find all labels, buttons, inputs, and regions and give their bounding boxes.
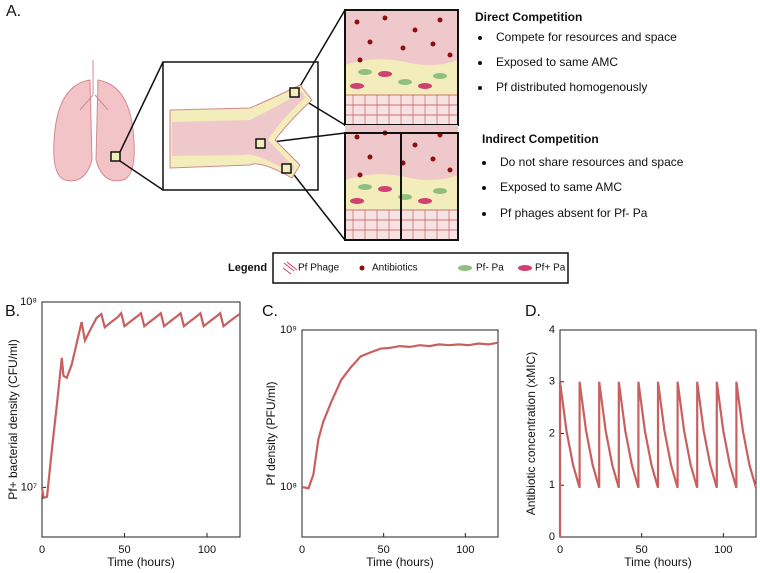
- zoom-lines: [119, 9, 346, 241]
- bullet-text: Pf phages absent for Pf- Pa: [500, 206, 648, 220]
- panel-label: A.: [6, 3, 21, 20]
- x-axis-label: Time (hours): [107, 555, 175, 569]
- legend-title: Legend: [228, 262, 267, 274]
- bullet-text: Compete for resources and space: [496, 30, 677, 44]
- y-tick-label: 0: [549, 531, 555, 543]
- lungs-drawing: [53, 60, 135, 182]
- plot-frame: [41, 301, 241, 538]
- bullet-dot: [482, 212, 486, 216]
- y-tick-label: 4: [549, 324, 555, 336]
- y-tick-label: 10⁸: [20, 296, 37, 308]
- x-tick-label: 0: [299, 544, 305, 556]
- indirect-title: Indirect Competition: [482, 132, 599, 146]
- bullet-dot: [482, 161, 486, 165]
- panel-label: B.: [5, 303, 20, 320]
- x-tick-label: 100: [714, 544, 732, 556]
- bullet-text: Pf distributed homogenously: [496, 80, 647, 94]
- legend-label: Pf+ Pa: [535, 263, 566, 274]
- bullet-text: Exposed to same AMC: [500, 180, 622, 194]
- x-axis-label: Time (hours): [624, 555, 692, 569]
- x-tick-label: 50: [636, 544, 648, 556]
- legend-icons: [282, 261, 532, 275]
- inset-direct: [344, 9, 459, 126]
- y-tick-label: 10⁷: [21, 481, 37, 493]
- data-line: [558, 381, 758, 537]
- x-tick-label: 50: [378, 544, 390, 556]
- x-tick-label: 0: [557, 544, 563, 556]
- x-tick-label: 100: [456, 544, 474, 556]
- panel-label: C.: [262, 303, 278, 320]
- x-tick-label: 0: [39, 544, 45, 556]
- y-axis-label: Pf+ bacterial density (CFU/ml): [6, 339, 20, 499]
- airway-drawing: [169, 84, 313, 179]
- bullet-dot: [478, 36, 482, 40]
- bullet-dot: [482, 186, 486, 190]
- bullet-text: Do not share resources and space: [500, 155, 684, 169]
- inset-indirect: [344, 124, 459, 241]
- y-tick-label: 3: [549, 376, 555, 388]
- plot-frame: [301, 329, 499, 538]
- legend-label: Pf- Pa: [476, 263, 504, 274]
- y-tick-label: 1: [549, 479, 555, 491]
- bullet-dot: [478, 86, 482, 90]
- legend-label: Pf Phage: [298, 263, 340, 274]
- data-line: [40, 310, 241, 500]
- panel-label: D.: [525, 303, 541, 320]
- y-axis-label: Antibiotic concentration (xMIC): [524, 352, 538, 515]
- y-tick-label: 10⁹: [280, 324, 297, 336]
- x-axis-label: Time (hours): [366, 555, 434, 569]
- x-tick-label: 50: [118, 544, 130, 556]
- legend-box: [272, 252, 569, 284]
- y-axis-label: Pf density (PFU/ml): [264, 381, 278, 485]
- y-tick-label: 2: [549, 427, 555, 439]
- bullet-text: Exposed to same AMC: [496, 55, 618, 69]
- y-tick-label: 10⁸: [280, 481, 297, 493]
- direct-title: Direct Competition: [475, 10, 582, 24]
- bullet-dot: [478, 61, 482, 65]
- data-line: [301, 341, 499, 490]
- x-tick-label: 100: [198, 544, 216, 556]
- legend-label: Antibiotics: [372, 263, 418, 274]
